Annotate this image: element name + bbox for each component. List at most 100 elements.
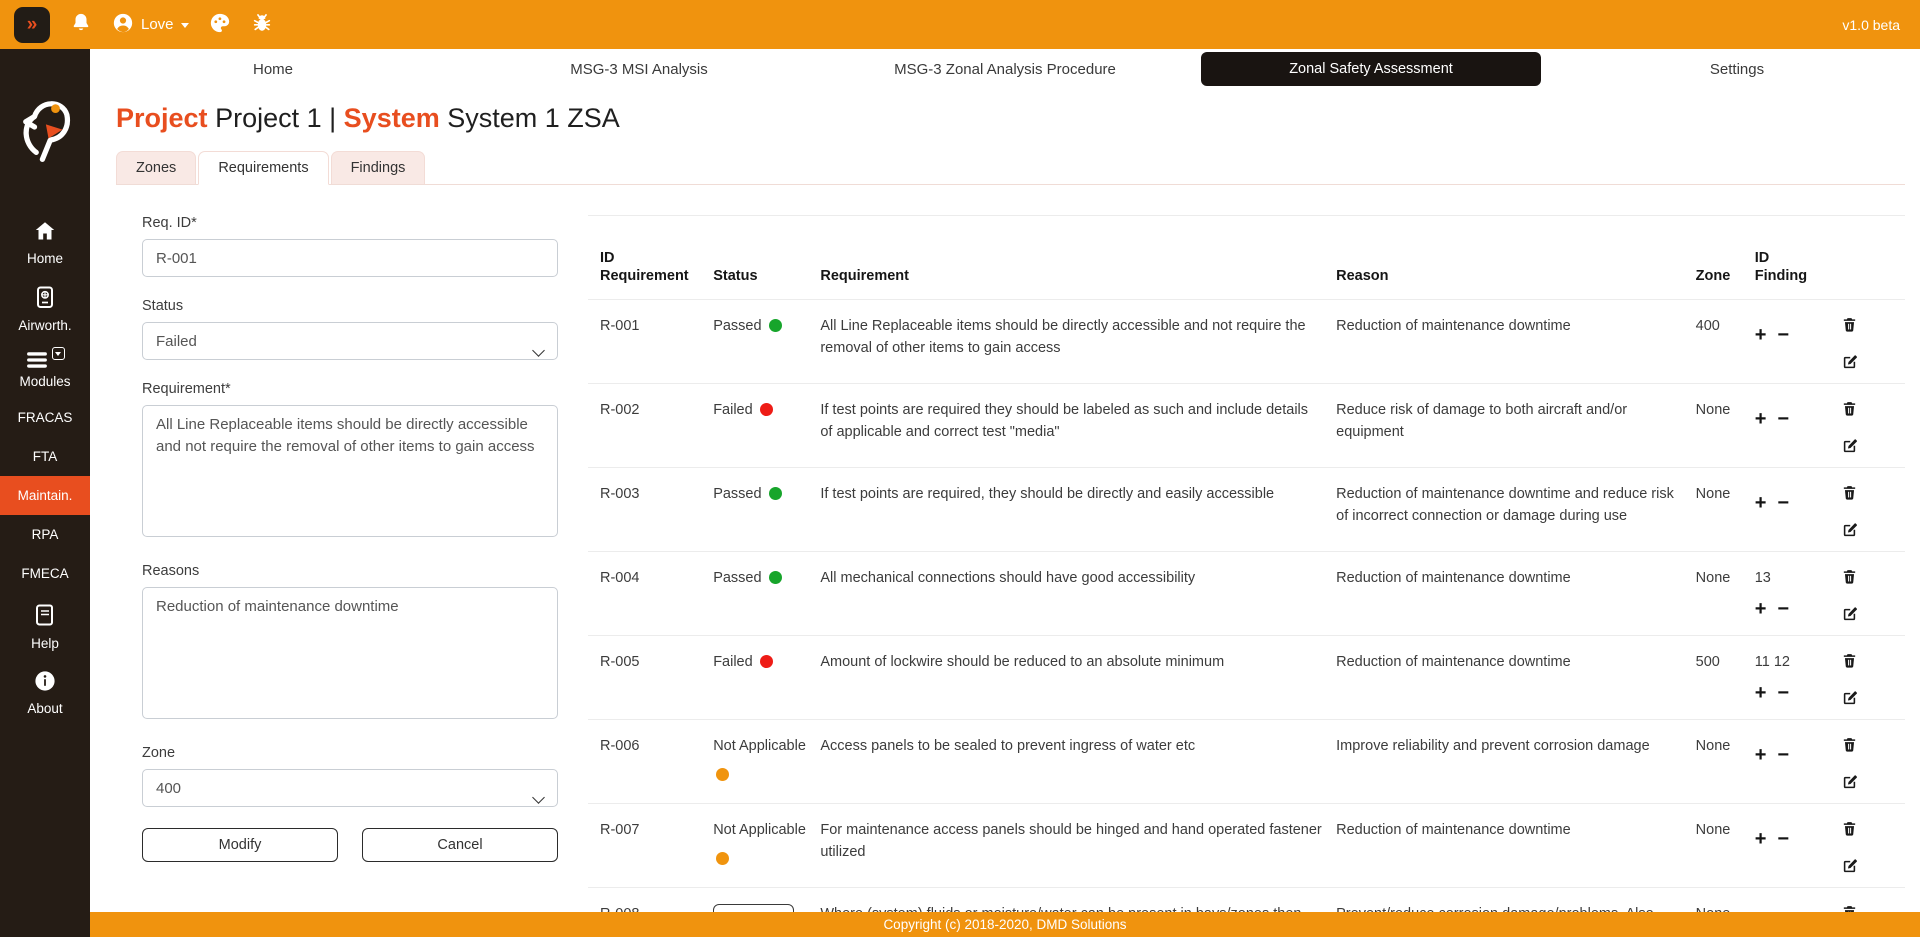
add-finding-button[interactable]: + xyxy=(1754,408,1767,430)
delete-requirement-button[interactable] xyxy=(1841,400,1858,417)
main-area: Home MSG-3 MSI Analysis MSG-3 Zonal Anal… xyxy=(90,49,1920,937)
status-text: Failed xyxy=(713,402,753,418)
nav-msg3-msi-analysis[interactable]: MSG-3 MSI Analysis xyxy=(456,61,822,78)
nav-settings[interactable]: Settings xyxy=(1554,61,1920,78)
requirement-text: Access panels to be sealed to prevent in… xyxy=(820,719,1337,804)
remove-finding-button[interactable]: − xyxy=(1777,492,1790,514)
sidebar-collapse-button[interactable]: » xyxy=(14,6,50,43)
cancel-button[interactable]: Cancel xyxy=(362,828,558,862)
delete-requirement-button[interactable] xyxy=(1841,568,1858,585)
sidebar: Home Airworth. M xyxy=(0,49,90,937)
nav-zonal-safety-assessment[interactable]: Zonal Safety Assessment xyxy=(1188,52,1554,86)
header-requirement: Requirement xyxy=(820,215,1337,300)
user-menu[interactable]: Love xyxy=(112,12,189,38)
delete-requirement-button[interactable] xyxy=(1841,820,1858,837)
remove-finding-button[interactable]: − xyxy=(1777,597,1790,620)
reason-text: Reduction of maintenance downtime xyxy=(1336,635,1696,720)
bug-icon xyxy=(251,12,273,37)
nav-msg3-zonal-analysis-procedure[interactable]: MSG-3 Zonal Analysis Procedure xyxy=(822,61,1188,78)
modules-dropdown-icon xyxy=(51,347,65,360)
add-finding-button[interactable]: + xyxy=(1754,492,1767,514)
edit-requirement-button[interactable] xyxy=(1841,438,1858,455)
edit-icon xyxy=(1841,775,1858,794)
bug-report-button[interactable] xyxy=(251,12,273,37)
edit-requirement-button[interactable] xyxy=(1841,606,1858,623)
modules-icon xyxy=(26,347,65,369)
delete-requirement-button[interactable] xyxy=(1841,484,1858,501)
edit-requirement-button[interactable] xyxy=(1841,690,1858,707)
remove-finding-button[interactable]: − xyxy=(1777,324,1790,346)
version-badge: v1.0 beta xyxy=(1842,16,1900,33)
add-finding-button[interactable]: + xyxy=(1754,681,1767,704)
sidebar-item-rpa[interactable]: RPA xyxy=(31,527,59,542)
sidebar-item-fmeca[interactable]: FMECA xyxy=(21,566,69,581)
status-cell: Failed xyxy=(713,383,821,468)
page-title: Project Project 1 | System System 1 ZSA xyxy=(116,103,620,133)
trash-icon xyxy=(1841,570,1858,588)
airworthiness-icon xyxy=(33,284,57,313)
modify-button[interactable]: Modify xyxy=(142,828,338,862)
reasons-textarea[interactable]: Reduction of maintenance downtime xyxy=(142,587,558,719)
delete-requirement-button[interactable] xyxy=(1841,316,1858,333)
tab-requirements[interactable]: Requirements xyxy=(198,151,329,185)
chevron-down-icon xyxy=(180,23,189,28)
add-finding-button[interactable]: + xyxy=(1754,597,1767,620)
sidebar-item-airworthiness[interactable]: Airworth. xyxy=(0,275,90,342)
add-finding-button[interactable]: + xyxy=(1754,828,1767,850)
remove-finding-button[interactable]: − xyxy=(1777,744,1790,766)
sidebar-item-modules[interactable]: Modules xyxy=(0,342,90,398)
requirement-label: Requirement* xyxy=(142,381,231,397)
sidebar-item-maintain[interactable]: Maintain. xyxy=(0,476,90,515)
notifications-button[interactable] xyxy=(70,12,92,37)
table-row: R-004 Passed All mechanical connections … xyxy=(588,551,1905,636)
edit-requirement-button[interactable] xyxy=(1841,858,1858,875)
bell-icon xyxy=(70,12,92,37)
sidebar-item-fta[interactable]: FTA xyxy=(32,449,58,464)
footer: Copyright (c) 2018-2020, DMD Solutions xyxy=(90,912,1920,937)
status-dot xyxy=(768,319,782,332)
header-status: Status xyxy=(713,215,821,300)
edit-requirement-button[interactable] xyxy=(1841,522,1858,539)
status-cell: Not Applicable xyxy=(713,719,821,804)
theme-button[interactable] xyxy=(209,12,231,37)
sidebar-item-fracas[interactable]: FRACAS xyxy=(17,410,73,425)
zone-select[interactable]: 400 xyxy=(142,769,558,807)
app-logo xyxy=(17,89,73,170)
zone-text: None xyxy=(1695,719,1755,804)
finding-ids: 13 xyxy=(1754,570,1771,586)
sidebar-item-about[interactable]: About xyxy=(0,660,90,725)
add-finding-button[interactable]: + xyxy=(1754,324,1767,346)
user-name: Love xyxy=(141,16,174,33)
header-id-finding: ID Finding xyxy=(1754,215,1841,300)
requirement-id: R-002 xyxy=(588,383,714,468)
requirement-text: If test points are required, they should… xyxy=(820,467,1337,552)
edit-icon xyxy=(1841,691,1858,710)
sidebar-item-home[interactable]: Home xyxy=(0,210,90,275)
edit-requirement-button[interactable] xyxy=(1841,354,1858,371)
status-text: Not Applicable xyxy=(713,738,806,754)
remove-finding-button[interactable]: − xyxy=(1777,828,1790,850)
reason-text: Reduction of maintenance downtime xyxy=(1336,299,1696,384)
tab-findings[interactable]: Findings xyxy=(330,151,426,184)
requirement-textarea[interactable]: All Line Replaceable items should be dir… xyxy=(142,405,558,537)
delete-requirement-button[interactable] xyxy=(1841,652,1858,669)
tab-zones[interactable]: Zones xyxy=(116,151,197,184)
add-finding-button[interactable]: + xyxy=(1754,744,1767,766)
requirement-id: R-006 xyxy=(588,719,714,804)
status-select[interactable]: Failed xyxy=(142,322,558,360)
nav-home[interactable]: Home xyxy=(90,61,456,78)
requirement-id: R-004 xyxy=(588,551,714,636)
requirements-tbody: R-001 Passed All Line Replaceable items … xyxy=(588,299,1905,937)
delete-requirement-button[interactable] xyxy=(1841,736,1858,753)
status-dot xyxy=(759,403,773,416)
edit-requirement-button[interactable] xyxy=(1841,774,1858,791)
table-row: R-006 Not Applicable Access panels to be… xyxy=(588,719,1905,804)
sidebar-item-help[interactable]: Help xyxy=(0,593,90,660)
requirement-id: R-005 xyxy=(588,635,714,720)
remove-finding-button[interactable]: − xyxy=(1777,681,1790,704)
status-text: Not Applicable xyxy=(713,822,806,838)
req-id-input[interactable] xyxy=(142,239,558,277)
home-icon xyxy=(32,219,58,246)
remove-finding-button[interactable]: − xyxy=(1777,408,1790,430)
requirement-text: All Line Replaceable items should be dir… xyxy=(820,299,1337,384)
